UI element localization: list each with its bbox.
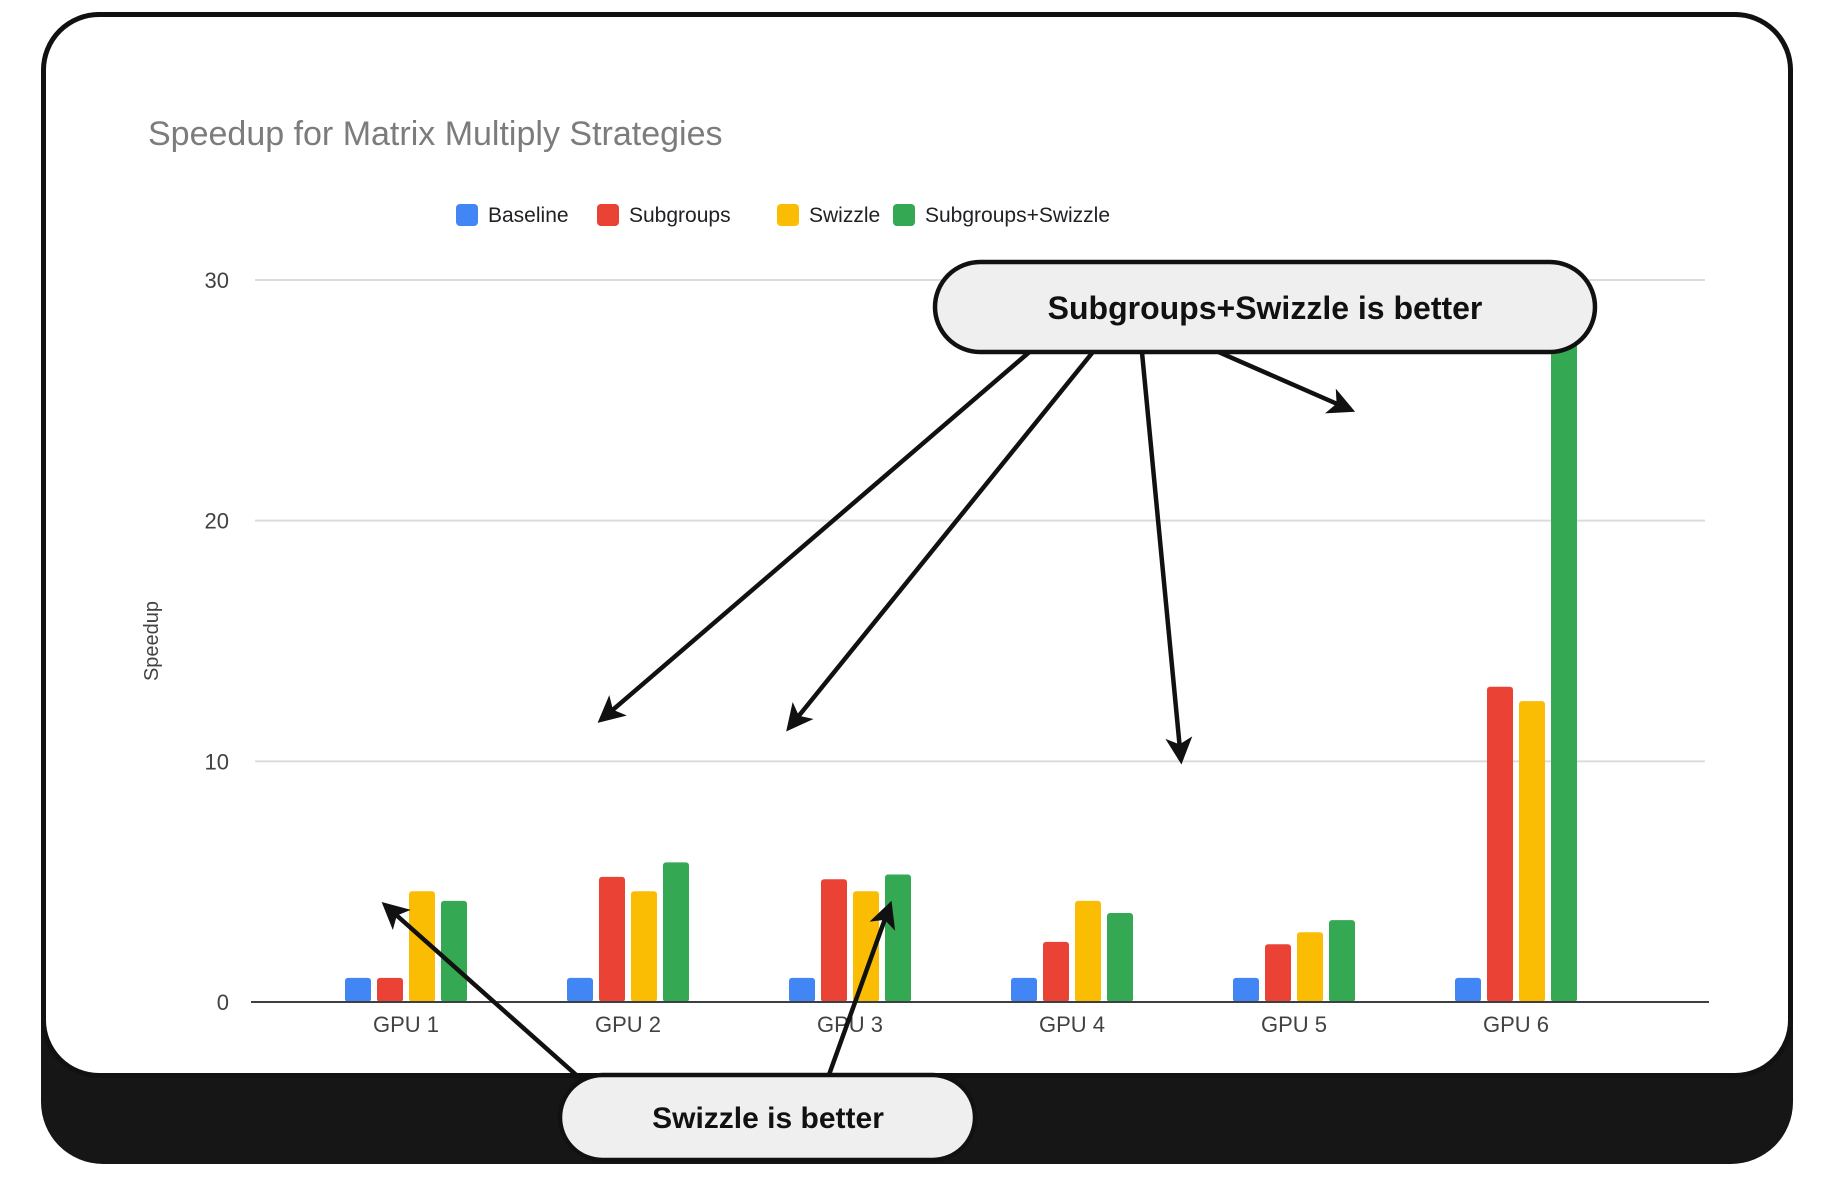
legend-swatch-subgroups — [597, 204, 619, 226]
legend-label: Subgroups+Swizzle — [925, 204, 1110, 227]
x-category-label: GPU 2 — [595, 1012, 661, 1037]
annotation-arrow — [597, 340, 1043, 723]
y-tick-label: 10 — [205, 749, 229, 774]
bar-gpu-2-subgroups — [599, 876, 625, 1002]
bar-gpu-3-subgroups-swizzle — [885, 874, 911, 1002]
bar-chart: 0 10 20 30 Speedup for Matrix Multiply Stra… — [141, 115, 1709, 1163]
x-category-label: GPU 6 — [1483, 1012, 1549, 1037]
annotation-arrow — [818, 900, 896, 1098]
bar-gpu-1-subgroups — [377, 977, 403, 1002]
y-axis-title: Speedup — [141, 601, 163, 681]
bar-gpu-6-swizzle — [1519, 701, 1545, 1002]
callout-pill — [932, 259, 1598, 355]
annotation-arrow — [786, 340, 1103, 732]
bar-gpu-1-baseline — [345, 977, 371, 1002]
legend-item-subgroups: Subgroups — [597, 204, 731, 227]
bar-gpu-4-baseline — [1011, 977, 1037, 1002]
annotation-callout-bottom: Swizzle is better — [557, 1072, 978, 1163]
legend-item-baseline: Baseline — [456, 204, 569, 227]
legend-label: Subgroups — [629, 204, 731, 227]
annotation-arrow — [1138, 341, 1193, 765]
bar-gpu-3-baseline — [789, 977, 815, 1002]
bar-gpu-1-swizzle — [409, 891, 435, 1002]
bar-gpu-1-subgroups-swizzle — [441, 900, 467, 1002]
y-tick-label: 0 — [217, 990, 229, 1015]
x-category-label: GPU 1 — [373, 1012, 439, 1037]
legend-label: Baseline — [488, 204, 569, 227]
y-tick-label: 30 — [205, 268, 229, 293]
bar-gpu-6-subgroups — [1487, 686, 1513, 1002]
legend-item-swizzle: Swizzle — [777, 204, 880, 227]
bar-gpu-5-subgroups — [1265, 944, 1291, 1002]
bar-gpu-5-baseline — [1233, 977, 1259, 1002]
annotation-callout-top: Subgroups+Swizzle is better — [932, 259, 1598, 355]
bar-gpu-4-subgroups-swizzle — [1107, 912, 1133, 1002]
bar-gpu-6-baseline — [1455, 977, 1481, 1002]
bar-gpu-6-subgroups-swizzle — [1551, 320, 1577, 1002]
chart-title: Speedup for Matrix Multiply Strategies — [148, 115, 722, 153]
annotation-arrow — [381, 902, 603, 1099]
legend-label: Swizzle — [809, 204, 880, 227]
y-tick-label: 20 — [205, 509, 229, 534]
bar-gpu-5-swizzle — [1297, 932, 1323, 1002]
x-category-label: GPU 5 — [1261, 1012, 1327, 1037]
bar-gpu-4-swizzle — [1075, 900, 1101, 1002]
legend-item-subgroups-swizzle: Subgroups+Swizzle — [893, 204, 1110, 227]
callout-pill — [557, 1072, 978, 1163]
bar-gpu-2-subgroups-swizzle — [663, 862, 689, 1002]
bar-gpu-2-swizzle — [631, 891, 657, 1002]
legend-swatch-subgroups-swizzle — [893, 204, 915, 226]
bar-gpu-2-baseline — [567, 977, 593, 1002]
x-category-label: GPU 4 — [1039, 1012, 1105, 1037]
slide-frame: 0 10 20 30 Speedup for Matrix Multiply Stra… — [41, 12, 1793, 1164]
bar-gpu-4-subgroups — [1043, 941, 1069, 1002]
bar-gpu-5-subgroups-swizzle — [1329, 920, 1355, 1002]
callout-text: Swizzle is better — [652, 1102, 884, 1135]
callout-text: Subgroups+Swizzle is better — [1048, 290, 1483, 326]
legend-swatch-swizzle — [777, 204, 799, 226]
legend-swatch-baseline — [456, 204, 478, 226]
bar-gpu-3-subgroups — [821, 879, 847, 1002]
